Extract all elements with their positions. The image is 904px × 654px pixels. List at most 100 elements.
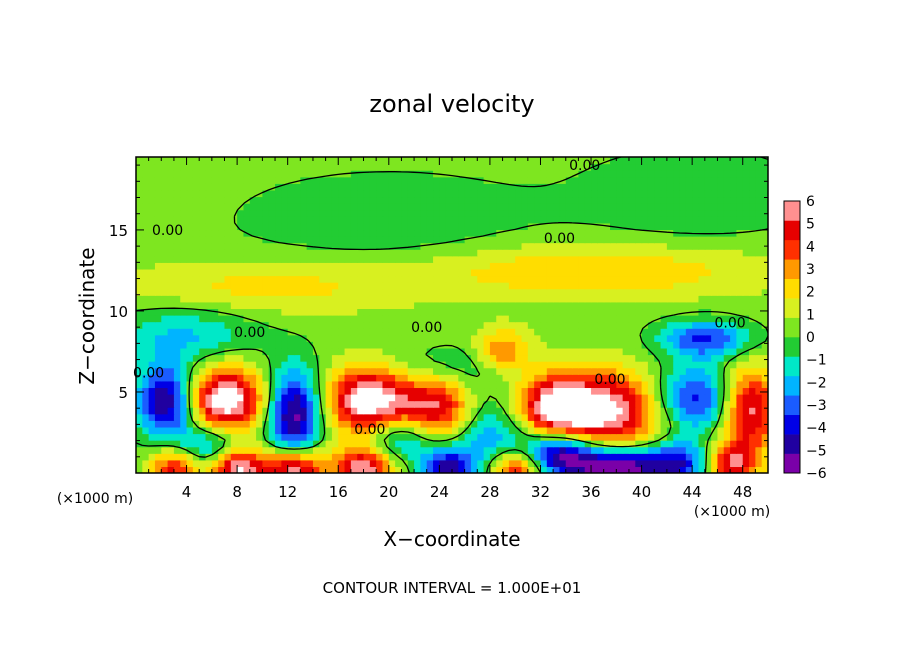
heatmap-cell (477, 189, 485, 198)
heatmap-cell (692, 446, 700, 454)
heatmap-cell (565, 295, 573, 303)
heatmap-cell (161, 459, 169, 468)
heatmap-cell (477, 459, 485, 468)
heatmap-cell (173, 433, 181, 441)
heatmap-cell (388, 262, 396, 270)
heatmap-cell (275, 295, 282, 303)
heatmap-cell (312, 466, 320, 473)
heatmap-cell (414, 328, 421, 336)
heatmap-cell (641, 407, 649, 415)
heatmap-cell (243, 209, 251, 217)
heatmap-cell (723, 308, 731, 316)
heatmap-cell (312, 433, 320, 441)
heatmap-cell (546, 189, 554, 198)
heatmap-cell (610, 426, 617, 435)
heatmap-cell (249, 315, 257, 323)
heatmap-cell (142, 288, 150, 296)
heatmap-cell (654, 400, 662, 408)
heatmap-cell (730, 275, 737, 283)
heatmap-cell (521, 466, 529, 473)
heatmap-cell (496, 183, 504, 191)
heatmap-cell (496, 275, 504, 283)
heatmap-cell (294, 157, 301, 165)
heatmap-cell (388, 176, 396, 184)
heatmap-cell (192, 282, 200, 290)
heatmap-cell (376, 374, 384, 382)
y-tick-label: 10 (109, 303, 128, 321)
heatmap-cell (572, 183, 579, 191)
heatmap-cell (369, 321, 377, 329)
heatmap-cell (515, 426, 523, 435)
heatmap-cell (306, 275, 314, 283)
heatmap-cell (477, 196, 485, 204)
heatmap-cell (243, 380, 251, 389)
heatmap-cell (546, 196, 554, 204)
heatmap-cell (685, 426, 693, 435)
heatmap-cell (458, 459, 466, 468)
heatmap-cell (496, 301, 504, 310)
colorbar-swatch (784, 201, 800, 221)
heatmap-cell (445, 216, 453, 224)
heatmap-cell (287, 361, 295, 369)
heatmap-cell (167, 321, 175, 329)
heatmap-cell (591, 170, 598, 178)
heatmap-cell (205, 255, 213, 263)
heatmap-cell (692, 216, 700, 224)
heatmap-cell (723, 453, 731, 461)
heatmap-cell (578, 282, 586, 290)
heatmap-cell (205, 387, 213, 395)
heatmap-cell (420, 387, 428, 395)
heatmap-cell (218, 236, 226, 244)
heatmap-cell (692, 426, 700, 435)
heatmap-cell (294, 334, 301, 342)
heatmap-cell (262, 334, 270, 342)
heatmap-cell (723, 380, 731, 389)
heatmap-cell (331, 367, 339, 375)
heatmap-cell (470, 367, 478, 375)
heatmap-cell (249, 446, 257, 454)
heatmap-cell (736, 387, 744, 395)
heatmap-cell (167, 170, 175, 178)
heatmap-cell (173, 334, 181, 342)
heatmap-cell (256, 315, 263, 323)
heatmap-cell (312, 420, 320, 428)
heatmap-cell (679, 394, 687, 402)
heatmap-cell (572, 328, 579, 336)
heatmap-cell (256, 400, 263, 408)
heatmap-cell (496, 446, 504, 454)
heatmap-cell (761, 282, 768, 290)
heatmap-cell (641, 420, 649, 428)
heatmap-cell (597, 189, 605, 198)
heatmap-cell (275, 387, 282, 395)
heatmap-cell (357, 183, 365, 191)
heatmap-cell (249, 229, 257, 237)
heatmap-cell (692, 262, 700, 270)
heatmap-cell (698, 387, 706, 395)
heatmap-cell (477, 433, 485, 441)
heatmap-cell (173, 255, 181, 263)
heatmap-cell (464, 176, 472, 184)
heatmap-cell (148, 433, 156, 441)
colorbar-swatch (784, 395, 800, 416)
heatmap-cell (647, 229, 655, 237)
heatmap-cell (369, 380, 377, 389)
heatmap-cell (603, 170, 611, 178)
heatmap-cell (395, 321, 403, 329)
heatmap-cell (572, 394, 579, 402)
heatmap-cell (666, 183, 674, 191)
heatmap-cell (401, 426, 409, 435)
heatmap-cell (508, 315, 516, 323)
heatmap-cell (628, 420, 636, 428)
heatmap-cell (546, 315, 554, 323)
heatmap-cell (294, 282, 301, 290)
heatmap-cell (344, 459, 352, 468)
heatmap-cell (300, 249, 308, 257)
heatmap-cell (622, 242, 630, 250)
heatmap-cell (730, 394, 737, 402)
heatmap-cell (275, 459, 282, 468)
heatmap-cell (452, 315, 459, 323)
heatmap-cell (230, 433, 238, 441)
heatmap-cell (218, 176, 226, 184)
heatmap-cell (698, 268, 706, 277)
heatmap-cell (439, 361, 447, 369)
